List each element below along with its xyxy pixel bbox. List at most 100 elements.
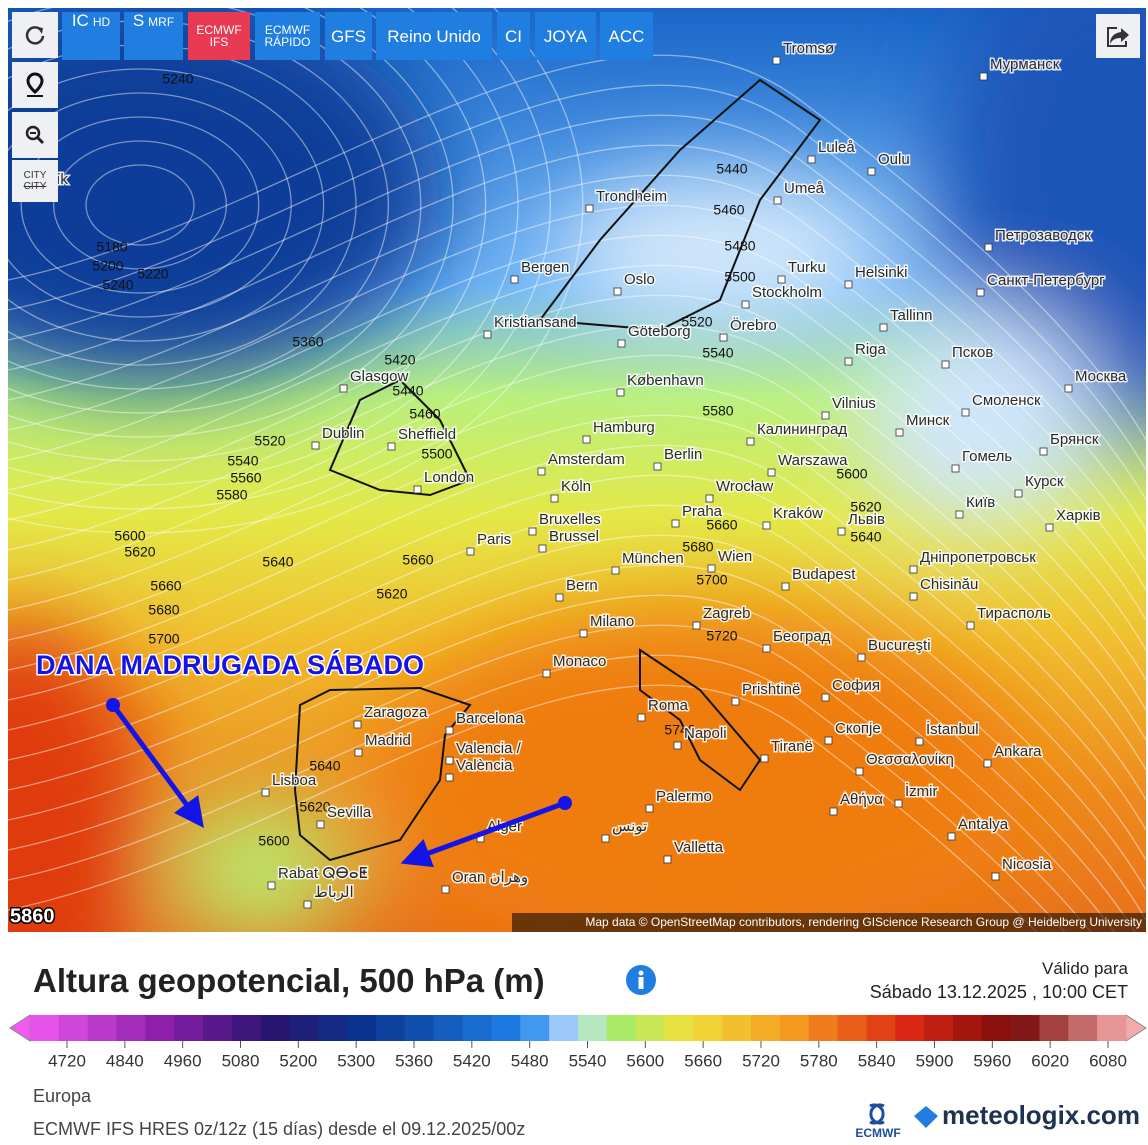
model-button[interactable]: GFS	[325, 12, 372, 60]
isoline	[8, 624, 1092, 932]
contour-label: 5420	[384, 352, 415, 368]
city-label: Prishtinë	[742, 681, 800, 698]
contour-label: 5600	[114, 528, 145, 544]
isoline	[8, 654, 1066, 932]
colorbar-segment	[30, 1015, 60, 1041]
isoline	[8, 8, 454, 438]
city-marker	[781, 582, 790, 591]
city-label: Barcelona	[456, 710, 524, 727]
valid-time: Sábado 13.12.2025 , 10:00 CET	[869, 982, 1128, 1002]
city-marker	[673, 741, 682, 750]
model-button[interactable]: CI	[497, 12, 530, 60]
city-label: Örebro	[730, 316, 777, 334]
city-marker	[353, 720, 362, 729]
contour-label: 5620	[299, 799, 330, 815]
city-marker	[746, 437, 755, 446]
colorbar-tick-label: 5080	[222, 1051, 260, 1070]
contour-label: 5180	[96, 239, 127, 255]
colorbar-tick-label: 6020	[1031, 1051, 1069, 1070]
city-label: Ankara	[994, 743, 1042, 760]
city-marker	[387, 442, 396, 451]
model-button[interactable]: ACC	[600, 12, 653, 60]
city-label: Zagreb	[703, 605, 751, 622]
info-icon[interactable]	[625, 964, 657, 996]
colorbar-segment	[203, 1015, 233, 1041]
location-button[interactable]	[12, 62, 58, 108]
city-marker	[445, 756, 454, 765]
button-label: ACC	[608, 26, 645, 46]
colorbar-segment	[231, 1015, 262, 1041]
city-marker	[705, 494, 714, 503]
colorbar-tick-label: 5780	[800, 1051, 838, 1070]
model-button[interactable]: S MRF	[124, 12, 183, 60]
share-button[interactable]	[1096, 14, 1140, 58]
city-marker	[261, 788, 270, 797]
colorbar-segment	[347, 1015, 377, 1041]
attribution-bg	[512, 913, 1146, 932]
model-button[interactable]: JOYA	[535, 12, 596, 60]
colorbar-segment	[433, 1015, 464, 1041]
city-marker	[585, 204, 594, 213]
isoline	[8, 534, 1146, 921]
contour-label: 5440	[716, 161, 747, 177]
isoline	[8, 294, 1146, 681]
city-marker	[909, 565, 918, 574]
colorbar-segment	[491, 1015, 521, 1041]
colorbar-segment	[116, 1015, 146, 1041]
city-label: Warszawa	[778, 452, 848, 469]
city-marker	[601, 834, 610, 843]
city-marker	[844, 280, 853, 289]
city-label: Θεσσαλονίκη	[866, 751, 954, 768]
button-label: S	[132, 11, 145, 30]
model-button[interactable]: Reino Unido	[376, 12, 492, 60]
city-label: Stockholm	[752, 284, 822, 301]
city-label: Amsterdam	[548, 451, 625, 468]
colorbar-tick-label: 5720	[742, 1051, 780, 1070]
button-label: JOYA	[543, 26, 588, 46]
colorbar-segment	[866, 1015, 896, 1041]
isoline	[8, 204, 1146, 591]
contour-label: 5600	[836, 466, 867, 482]
contour-label: 5460	[409, 406, 440, 422]
city-label: Turku	[788, 259, 826, 276]
colorbar-tick-label: 5360	[395, 1051, 433, 1070]
city-marker	[821, 411, 830, 420]
isoline	[8, 444, 1146, 831]
city-marker	[692, 621, 701, 630]
city-marker	[894, 799, 903, 808]
city-label: Αθήνα	[840, 791, 883, 808]
arrow	[110, 703, 204, 829]
city-label: Львів	[848, 511, 885, 528]
contour-label: 5660	[150, 578, 181, 594]
contour-label: 5580	[702, 403, 733, 419]
zoom-button[interactable]	[12, 112, 58, 158]
city-marker	[879, 323, 888, 332]
city-marker	[909, 592, 918, 601]
city-label: Брянск	[1050, 431, 1099, 448]
contour-label: 5740	[664, 722, 695, 738]
colorbar-segment	[174, 1015, 204, 1041]
isoline	[85, 164, 195, 246]
contour-label: 5520	[254, 433, 285, 449]
refresh-button[interactable]	[12, 12, 58, 58]
city-label: Riga	[855, 341, 887, 358]
city-marker	[773, 196, 782, 205]
city-label: Минск	[906, 412, 950, 429]
city-marker	[762, 644, 771, 653]
colorbar-tick-label: 4840	[106, 1051, 144, 1070]
colorbar-segment	[1039, 1015, 1069, 1041]
model-button[interactable]: ECMWF IFS	[188, 12, 250, 60]
city-button[interactable]: CITY CITY	[12, 160, 58, 202]
city-marker	[1039, 447, 1048, 456]
model-button[interactable]: IC HD	[62, 12, 120, 60]
model-button[interactable]: ECMWF RÁPIDO	[255, 12, 320, 60]
colorbar-segment	[145, 1015, 175, 1041]
colorbar-segment	[895, 1015, 925, 1041]
annotation-arrows	[106, 698, 572, 868]
city-label: Göteborg	[628, 323, 691, 340]
city-marker	[1045, 523, 1054, 532]
city-marker	[538, 544, 547, 553]
colorbar-segment	[635, 1015, 666, 1041]
isoline	[8, 384, 1146, 771]
